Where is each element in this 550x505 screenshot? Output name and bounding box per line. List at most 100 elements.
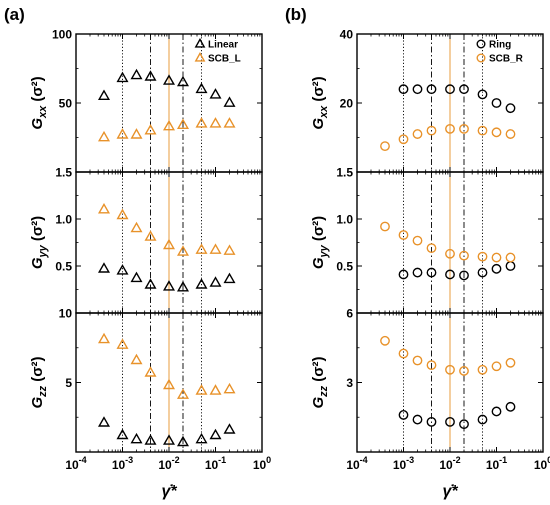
x-axis-label: γ̇* [442, 483, 458, 500]
data-point-scb_r [459, 123, 469, 134]
data-point-scb_r [445, 123, 455, 134]
y-tick-label: 10 [59, 307, 73, 321]
data-point-linear [195, 278, 208, 289]
data-point-linear [209, 428, 222, 440]
legend: Ring SCB_R [476, 39, 524, 65]
y-tick-label: 5 [65, 376, 72, 390]
data-point-ring [445, 416, 455, 427]
data-point-linear [97, 89, 111, 101]
data-point-scb_l [116, 208, 129, 220]
y-tick-label: 1.5 [55, 166, 72, 180]
data-point-ring [445, 84, 455, 95]
data-point-scb_l [176, 245, 190, 256]
y-tick-label: 1.0 [55, 213, 72, 227]
data-point-scb_r [426, 125, 437, 136]
data-point-linear [116, 71, 129, 83]
data-point-scb_r [398, 230, 409, 240]
data-point-scb_r [445, 248, 455, 259]
data-point-ring [491, 98, 502, 108]
data-point-linear [176, 280, 190, 292]
data-point-scb_l [144, 230, 157, 241]
y-tick-label: 50 [59, 97, 73, 111]
data-point-scb_l [223, 382, 236, 394]
data-point-scb_l [130, 221, 143, 233]
data-point-linear [223, 272, 236, 284]
data-point-scb_l [176, 388, 190, 399]
data-point-ring [398, 269, 409, 280]
data-point-linear [195, 82, 208, 94]
data-point-scb_l [223, 244, 236, 255]
data-point-ring [426, 267, 437, 278]
data-point-linear [223, 96, 236, 107]
data-point-linear [209, 276, 222, 287]
data-point-linear [116, 264, 129, 275]
legend-label-scb_r: SCB_R [489, 54, 524, 65]
legend-marker-scb_r [476, 53, 486, 63]
y-axis-label: Gyy (σ²) [310, 216, 330, 269]
data-point-scb_r [412, 235, 423, 246]
data-point-scb_r [426, 360, 437, 371]
data-point-scb_l [223, 117, 236, 128]
legend-label-scb_l: SCB_L [208, 54, 241, 65]
data-point-scb_l [209, 117, 222, 128]
subplot-b-zz: 3 6 Gzz (σ²) 10-4 10-3 10-2 10-1 100 γ̇* [310, 307, 550, 501]
x-tick-label: 10-2 [439, 455, 460, 472]
x-tick-label: 10-4 [65, 455, 86, 472]
x-tick-label: 100 [253, 455, 271, 472]
data-point-scb_r [459, 366, 469, 376]
data-point-scb_l [130, 353, 143, 365]
data-point-scb_r [491, 361, 502, 372]
data-point-linear [130, 432, 143, 444]
data-point-scb_l [116, 338, 129, 349]
x-tick-label: 10-3 [112, 455, 133, 472]
legend-marker-ring [476, 39, 486, 49]
data-point-ring [505, 103, 516, 114]
data-point-scb_r [380, 221, 390, 232]
panel-letter-b: (b) [285, 5, 307, 24]
y-tick-label: 0.5 [336, 260, 353, 274]
y-axis-label: Gzz (σ²) [29, 356, 49, 408]
data-point-scb_l [176, 118, 190, 130]
data-point-ring [477, 89, 488, 100]
data-point-scb_r [398, 134, 409, 145]
data-point-scb_r [398, 348, 409, 359]
data-point-ring [398, 410, 409, 420]
data-point-ring [491, 263, 502, 274]
legend-label-ring: Ring [489, 40, 511, 51]
data-point-linear [162, 434, 176, 445]
data-point-scb_l [195, 117, 208, 128]
data-point-scb_l [162, 238, 176, 250]
data-point-ring [412, 414, 423, 425]
x-tick-label: 10-4 [346, 455, 367, 472]
x-tick-label: 10-1 [205, 455, 226, 472]
panel-letter-a: (a) [4, 5, 25, 24]
data-point-scb_l [144, 123, 157, 135]
data-point-scb_r [380, 335, 390, 346]
data-point-scb_l [97, 332, 111, 344]
data-point-scb_r [477, 125, 488, 136]
data-point-ring [445, 269, 455, 280]
data-point-linear [97, 416, 111, 427]
data-point-scb_l [130, 128, 143, 139]
data-point-scb_r [426, 243, 437, 254]
subplot-b-xx: 20 40 Gxx (σ²) Ring SCB_R [310, 28, 544, 173]
y-axis-label: Gzz (σ²) [310, 356, 330, 408]
data-point-ring [505, 261, 516, 271]
y-tick-label: 1.0 [336, 213, 353, 227]
data-point-scb_l [162, 119, 176, 131]
x-tick-label: 10-3 [393, 455, 414, 472]
y-tick-label: 6 [346, 307, 353, 321]
data-point-scb_r [491, 127, 502, 138]
x-axis-label: γ̇* [161, 483, 177, 500]
data-point-linear [162, 280, 176, 291]
subplot-a-yy: 0.5 1.0 1.5 Gyy (σ²) [29, 166, 263, 314]
data-point-linear [162, 74, 176, 85]
y-axis-label: Gxx (σ²) [29, 76, 49, 129]
data-point-scb_l [97, 202, 111, 214]
data-point-linear [116, 428, 129, 440]
data-point-scb_l [209, 243, 222, 254]
y-tick-label: 3 [346, 376, 353, 390]
x-tick-label: 10-1 [486, 455, 507, 472]
data-point-linear [195, 432, 208, 444]
